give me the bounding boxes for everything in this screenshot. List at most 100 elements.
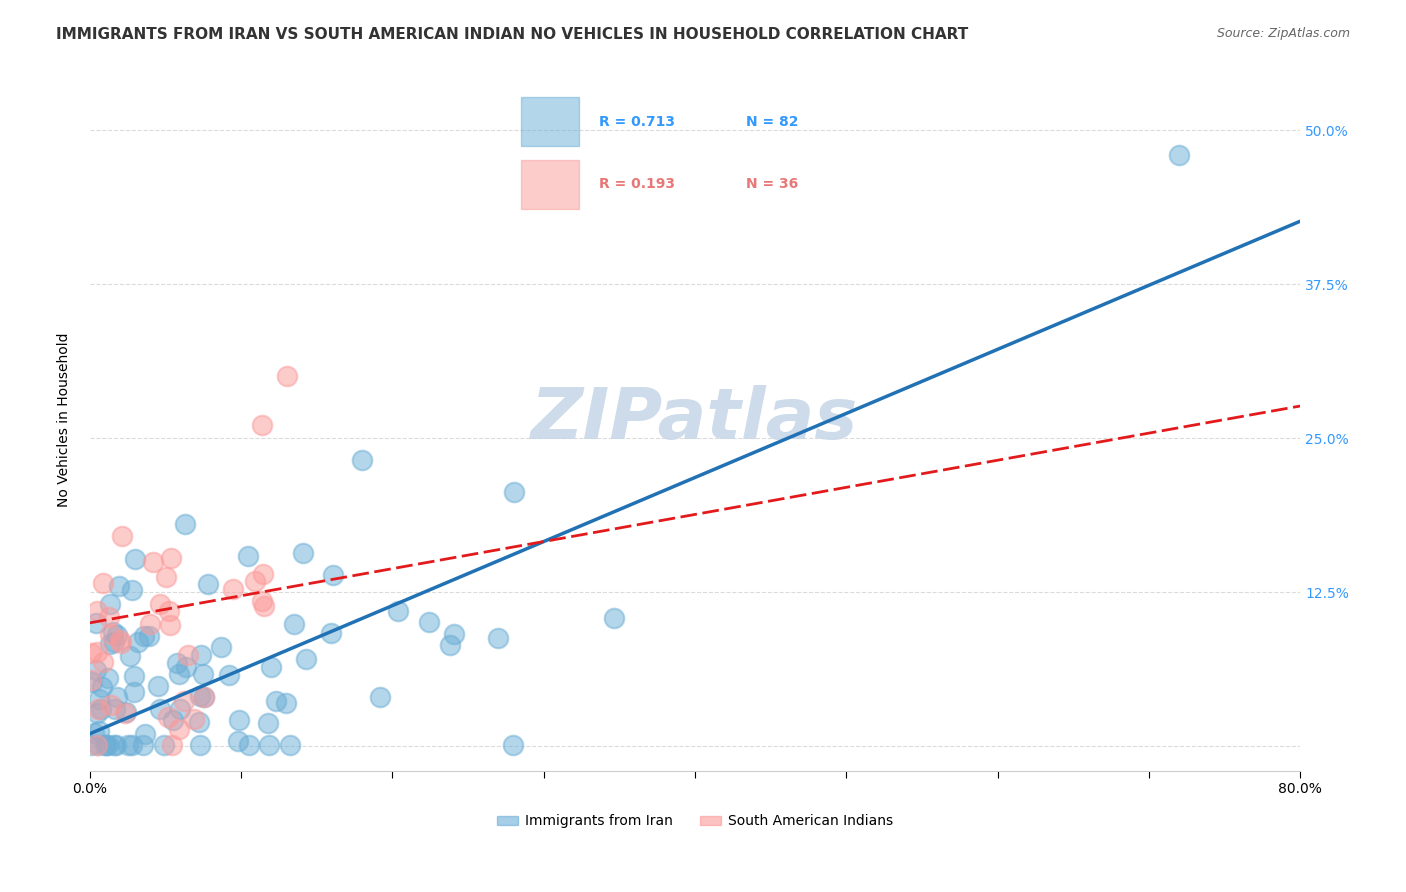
South American Indians — [86, 645, 108, 659]
Immigrants from Iran — [322, 568, 344, 582]
Immigrants from Iran — [197, 576, 219, 591]
Immigrants from Iran — [443, 627, 465, 641]
Immigrants from Iran — [84, 663, 107, 677]
Immigrants from Iran — [502, 738, 524, 752]
Immigrants from Iran — [218, 667, 240, 681]
South American Indians — [156, 710, 179, 724]
Immigrants from Iran — [148, 679, 170, 693]
Immigrants from Iran — [152, 738, 174, 752]
South American Indians — [80, 646, 103, 660]
South American Indians — [87, 702, 110, 716]
Immigrants from Iran — [264, 694, 287, 708]
Immigrants from Iran — [238, 738, 260, 752]
Immigrants from Iran — [103, 635, 125, 649]
Immigrants from Iran — [132, 629, 155, 643]
Immigrants from Iran — [100, 637, 122, 651]
Immigrants from Iran — [105, 738, 128, 752]
Immigrants from Iran — [80, 738, 103, 752]
Immigrants from Iran — [104, 701, 127, 715]
Immigrants from Iran — [97, 738, 120, 752]
Immigrants from Iran — [166, 657, 188, 671]
Immigrants from Iran — [162, 713, 184, 727]
Immigrants from Iran — [100, 597, 122, 611]
South American Indians — [142, 555, 165, 569]
Immigrants from Iran — [193, 690, 215, 705]
Immigrants from Iran — [352, 453, 374, 467]
South American Indians — [80, 673, 103, 688]
Legend: Immigrants from Iran, South American Indians: Immigrants from Iran, South American Ind… — [491, 809, 898, 834]
Immigrants from Iran — [94, 738, 117, 752]
Immigrants from Iran — [319, 626, 342, 640]
Immigrants from Iran — [418, 615, 440, 629]
Immigrants from Iran — [503, 484, 526, 499]
South American Indians — [177, 648, 200, 662]
Text: IMMIGRANTS FROM IRAN VS SOUTH AMERICAN INDIAN NO VEHICLES IN HOUSEHOLD CORRELATI: IMMIGRANTS FROM IRAN VS SOUTH AMERICAN I… — [56, 27, 969, 42]
South American Indians — [253, 599, 276, 613]
South American Indians — [91, 656, 114, 670]
Immigrants from Iran — [91, 680, 114, 694]
Immigrants from Iran — [124, 551, 146, 566]
Immigrants from Iran — [122, 685, 145, 699]
Immigrants from Iran — [122, 669, 145, 683]
South American Indians — [183, 712, 205, 726]
Immigrants from Iran — [94, 738, 117, 752]
Immigrants from Iran — [283, 617, 305, 632]
Immigrants from Iran — [486, 632, 509, 646]
South American Indians — [149, 597, 172, 611]
South American Indians — [243, 574, 266, 588]
Immigrants from Iran — [228, 714, 250, 728]
Immigrants from Iran — [134, 727, 156, 741]
South American Indians — [173, 694, 195, 708]
South American Indians — [111, 529, 134, 543]
Immigrants from Iran — [127, 635, 149, 649]
Immigrants from Iran — [149, 702, 172, 716]
Immigrants from Iran — [101, 624, 124, 639]
South American Indians — [114, 706, 136, 720]
South American Indians — [100, 626, 122, 640]
Immigrants from Iran — [188, 690, 211, 704]
Immigrants from Iran — [97, 671, 120, 685]
Immigrants from Iran — [292, 546, 315, 560]
Y-axis label: No Vehicles in Household: No Vehicles in Household — [58, 333, 72, 507]
Immigrants from Iran — [90, 702, 112, 716]
Immigrants from Iran — [209, 640, 232, 654]
South American Indians — [250, 418, 273, 433]
Immigrants from Iran — [1168, 147, 1191, 161]
Immigrants from Iran — [259, 660, 281, 674]
Immigrants from Iran — [89, 692, 111, 706]
Immigrants from Iran — [173, 516, 195, 531]
Immigrants from Iran — [86, 706, 108, 720]
Immigrants from Iran — [228, 733, 250, 747]
South American Indians — [162, 738, 184, 752]
Immigrants from Iran — [87, 738, 110, 752]
Immigrants from Iran — [132, 738, 155, 752]
Text: Source: ZipAtlas.com: Source: ZipAtlas.com — [1216, 27, 1350, 40]
Immigrants from Iran — [89, 723, 111, 738]
Immigrants from Iran — [274, 696, 297, 710]
South American Indians — [100, 698, 122, 713]
Immigrants from Iran — [82, 674, 104, 689]
South American Indians — [86, 604, 108, 618]
Immigrants from Iran — [115, 705, 138, 719]
South American Indians — [167, 722, 190, 736]
South American Indians — [222, 582, 245, 596]
Immigrants from Iran — [138, 629, 160, 643]
Immigrants from Iran — [84, 616, 107, 631]
South American Indians — [139, 617, 162, 632]
Immigrants from Iran — [191, 667, 214, 681]
Immigrants from Iran — [603, 611, 626, 625]
Immigrants from Iran — [121, 582, 143, 597]
South American Indians — [155, 570, 177, 584]
Immigrants from Iran — [105, 690, 128, 705]
Immigrants from Iran — [190, 648, 212, 662]
Immigrants from Iran — [83, 726, 105, 740]
South American Indians — [250, 594, 273, 608]
South American Indians — [252, 566, 274, 581]
South American Indians — [108, 632, 131, 647]
Immigrants from Iran — [190, 738, 212, 752]
South American Indians — [159, 618, 181, 632]
Immigrants from Iran — [103, 738, 125, 752]
Immigrants from Iran — [105, 628, 128, 642]
South American Indians — [157, 604, 180, 618]
South American Indians — [110, 636, 132, 650]
